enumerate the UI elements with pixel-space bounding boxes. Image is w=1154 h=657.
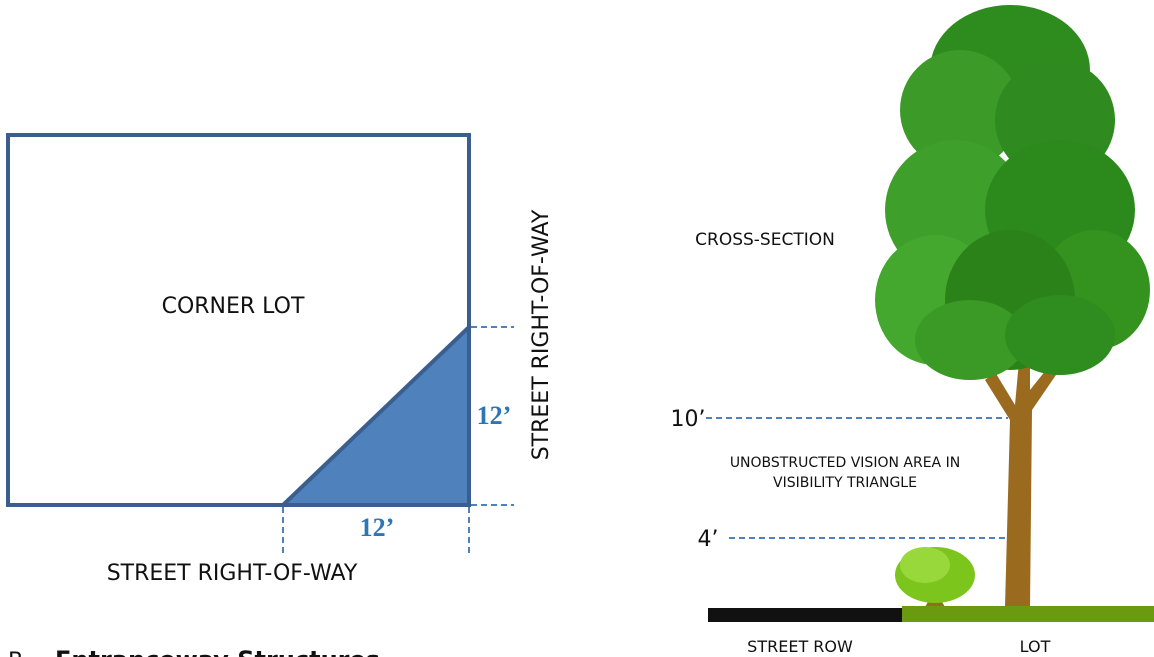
ground-label: LOT: [1020, 637, 1051, 656]
dimension: 12’: [360, 513, 395, 542]
section-letter: B.: [8, 649, 30, 657]
tree: [875, 5, 1150, 607]
vision-label: UNOBSTRUCTED VISION AREA IN: [730, 455, 960, 471]
height-label: 10’: [671, 407, 706, 432]
lot-ground: [902, 606, 1154, 622]
ground-label: STREET ROW: [747, 637, 853, 656]
visibility-triangle: [278, 322, 471, 507]
street-label: STREET RIGHT-OF-WAY: [529, 209, 554, 460]
section-title: CROSS-SECTION: [695, 230, 835, 250]
street-ground: [708, 608, 904, 622]
bush: [895, 547, 975, 607]
street-label: STREET RIGHT-OF-WAY: [107, 561, 358, 586]
height-label: 4’: [698, 527, 719, 552]
vision-label: VISIBILITY TRIANGLE: [773, 475, 917, 491]
lot-label: CORNER LOT: [162, 294, 305, 319]
section-heading: Entranceway Structures: [55, 646, 380, 657]
dimension: 12’: [477, 401, 512, 430]
